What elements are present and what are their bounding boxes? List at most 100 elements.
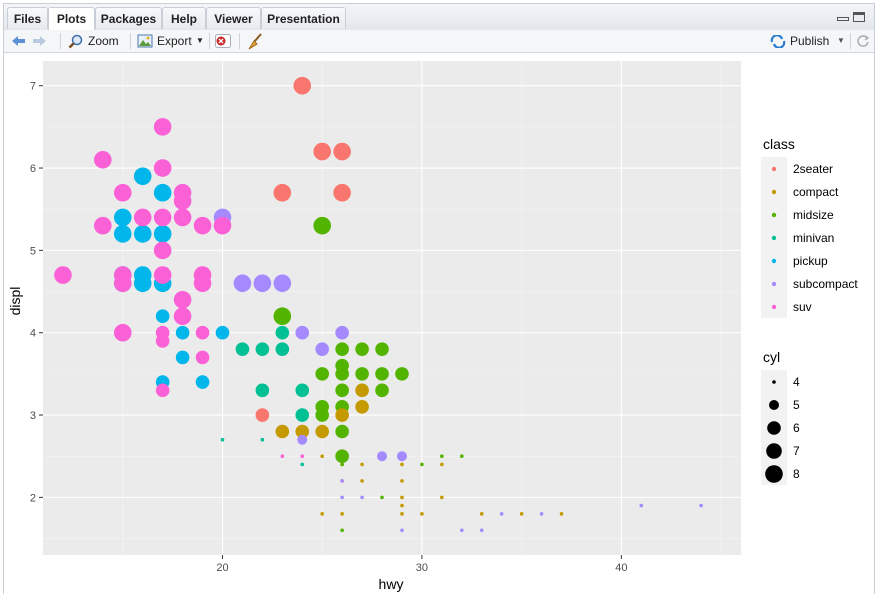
data-point-subcompact	[335, 325, 349, 340]
tab-packages[interactable]: Packages	[95, 7, 162, 29]
data-point-compact	[519, 512, 524, 516]
refresh-icon[interactable]	[856, 34, 870, 48]
y-tick-label: 6	[30, 163, 36, 175]
back-arrow-icon[interactable]	[10, 34, 26, 48]
data-point-pickup	[113, 208, 132, 227]
data-point-suv	[113, 183, 132, 202]
minor-gridlines	[43, 61, 741, 555]
data-point-midsize	[340, 454, 344, 459]
data-point-compact	[315, 424, 330, 439]
data-point-subcompact	[400, 528, 404, 533]
legend-key-midsize	[771, 212, 777, 218]
data-point-compact	[355, 383, 369, 398]
y-axis-label: displ	[7, 287, 23, 316]
size-legend-key-4	[772, 380, 776, 384]
plot-panel	[43, 61, 741, 555]
data-point-minivan	[255, 342, 270, 356]
legend-label-midsize: midsize	[793, 208, 834, 222]
data-point-subcompact	[396, 451, 407, 462]
axes: 20 30 40 2 3 4 5 6 7	[30, 81, 628, 574]
tab-presentation[interactable]: Presentation	[261, 7, 346, 29]
data-point-2seater	[333, 142, 351, 161]
size-legend-key-8	[765, 465, 783, 483]
data-point-compact	[335, 408, 349, 422]
data-point-suv	[133, 208, 152, 227]
legend-label-compact: compact	[793, 185, 839, 199]
data-point-subcompact	[539, 512, 544, 516]
data-point-subcompact	[295, 325, 310, 340]
data-point-2seater	[273, 183, 292, 202]
legend-key-suv	[771, 304, 777, 310]
color-legend-title: class	[763, 136, 795, 152]
tab-files[interactable]: Files	[7, 7, 48, 29]
data-point-subcompact	[340, 479, 344, 483]
data-point-minivan	[220, 437, 225, 442]
data-point-suv	[153, 159, 172, 177]
data-point-subcompact	[297, 434, 308, 445]
data-point-midsize	[380, 495, 384, 500]
data-point-minivan	[255, 383, 270, 398]
data-point-minivan	[260, 437, 265, 442]
data-point-subcompact	[253, 274, 272, 293]
export-label: Export	[157, 34, 192, 48]
y-tick-label: 3	[30, 410, 36, 422]
data-point-compact	[320, 454, 325, 459]
data-point-suv	[195, 350, 210, 365]
legend-label-subcompact: subcompact	[793, 277, 858, 291]
tab-viewer[interactable]: Viewer	[206, 7, 261, 29]
data-point-compact	[420, 512, 424, 516]
data-point-compact	[400, 503, 404, 508]
data-point-midsize	[340, 462, 344, 467]
tab-plots[interactable]: Plots	[48, 7, 95, 30]
export-image-icon	[137, 34, 153, 48]
size-legend-label-4: 4	[793, 375, 800, 389]
y-tick-label: 7	[30, 81, 36, 93]
publish-dropdown-caret-icon: ▼	[837, 36, 845, 45]
data-point-subcompact	[360, 495, 364, 500]
toolbar-separator	[850, 33, 851, 49]
data-point-midsize	[420, 462, 424, 467]
data-point-suv	[153, 208, 172, 227]
x-tick-label: 30	[416, 562, 428, 574]
tab-help[interactable]: Help	[162, 7, 206, 29]
data-point-2seater	[293, 76, 312, 95]
size-legend-label-6: 6	[793, 421, 800, 435]
zoom-button[interactable]: Zoom	[68, 32, 124, 50]
data-point-suv	[153, 118, 172, 136]
data-point-subcompact	[479, 528, 484, 533]
legend-label-2seater: 2seater	[793, 162, 833, 176]
publish-label: Publish	[790, 34, 830, 48]
size-legend-label-7: 7	[793, 444, 800, 458]
export-button[interactable]: Export ▼	[137, 32, 204, 50]
size-legend-key-6	[767, 421, 781, 435]
data-point-compact	[360, 462, 364, 467]
data-point-subcompact	[499, 512, 504, 516]
data-point-midsize	[313, 216, 332, 235]
data-point-pickup	[175, 350, 190, 365]
data-point-compact	[440, 462, 444, 467]
data-point-suv	[153, 241, 172, 260]
data-point-pickup	[113, 225, 132, 243]
forward-arrow-icon[interactable]	[32, 34, 48, 48]
legend-label-pickup: pickup	[793, 254, 828, 268]
data-point-midsize	[340, 528, 344, 533]
data-point-midsize	[375, 342, 389, 356]
maximize-pane-icon[interactable]	[853, 12, 865, 22]
minimize-pane-icon[interactable]	[837, 17, 849, 21]
data-point-minivan	[295, 383, 310, 398]
remove-plot-icon[interactable]	[215, 34, 231, 48]
size-legend-label-8: 8	[793, 467, 800, 481]
toolbar-separator	[60, 33, 61, 49]
y-tick-label: 4	[30, 328, 36, 340]
clear-all-broom-icon[interactable]	[246, 32, 264, 50]
data-point-minivan	[275, 342, 290, 356]
data-point-compact	[440, 495, 444, 500]
data-point-compact	[400, 512, 404, 516]
data-point-midsize	[335, 342, 349, 356]
data-point-subcompact	[699, 503, 703, 508]
publish-button[interactable]: Publish ▼	[770, 32, 848, 50]
data-point-suv	[113, 274, 132, 293]
data-point-pickup	[153, 225, 172, 243]
data-point-minivan	[295, 408, 310, 422]
x-axis-label: hwy	[379, 576, 404, 592]
